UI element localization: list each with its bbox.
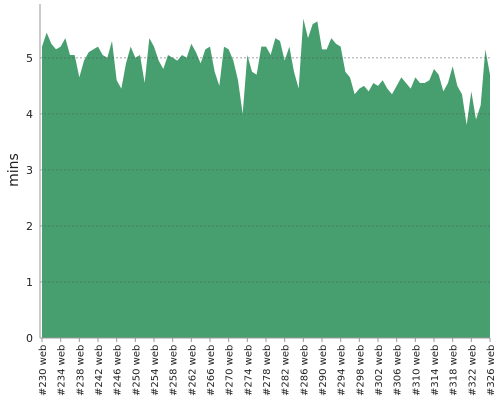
x-tick-label: #250 web [131, 345, 142, 396]
y-tick-label: 2 [26, 220, 33, 233]
x-tick-label: #262 web [187, 345, 198, 396]
x-tick-label: #230 web [38, 345, 49, 396]
x-tick-label: #270 web [225, 345, 236, 396]
x-tick-label: #238 web [75, 345, 86, 396]
x-tick-label: #306 web [393, 345, 404, 396]
x-tick-label: #254 web [150, 345, 161, 396]
y-tick-label: 4 [26, 108, 33, 121]
x-tick-label: #314 web [430, 345, 441, 396]
x-tick-label: #274 web [243, 345, 254, 396]
y-tick-label: 5 [26, 52, 33, 65]
x-tick-label: #322 web [467, 345, 478, 396]
x-tick-label: #258 web [169, 345, 180, 396]
x-tick-label: #286 web [299, 345, 310, 396]
x-tick-label: #302 web [374, 345, 385, 396]
y-tick-label: 0 [26, 332, 33, 345]
x-tick-label: #246 web [113, 345, 124, 396]
x-tick-label: #282 web [281, 345, 292, 396]
x-tick-label: #242 web [94, 345, 105, 396]
area [42, 18, 490, 339]
x-tick-label: #266 web [206, 345, 217, 396]
x-tick-label: #290 web [318, 345, 329, 396]
x-tick-label: #294 web [337, 345, 348, 396]
y-tick-label: 3 [26, 164, 33, 177]
y-axis-label: mins [6, 153, 22, 187]
y-tick-label: 1 [26, 276, 33, 289]
x-tick-label: #298 web [355, 345, 366, 396]
x-tick-label: #326 web [486, 345, 497, 396]
x-tick-label: #318 web [449, 345, 460, 396]
x-tick-label: #310 web [411, 345, 422, 396]
x-tick-label: #234 web [57, 345, 68, 396]
x-tick-label: #278 web [262, 345, 273, 396]
